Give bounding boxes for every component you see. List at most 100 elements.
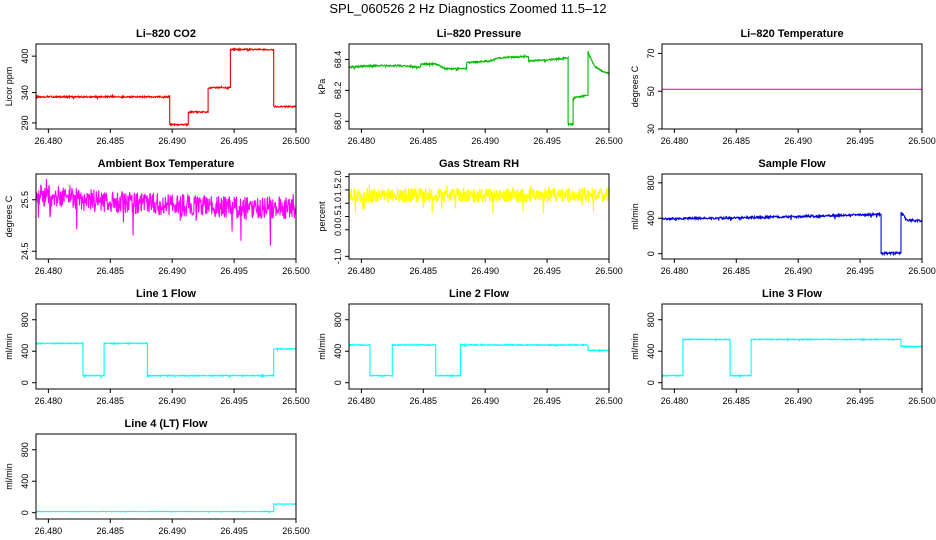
- chart-panel: Sample Flow ml/min 26.480 26.485 26.490 26.49…: [630, 158, 936, 276]
- y-tick-label: 400: [20, 344, 30, 359]
- chart-panel: Ambient Box Temperature degrees C 26.480 26…: [4, 158, 310, 276]
- x-tick-label: 26.485: [723, 136, 751, 146]
- y-axis-label: kPa: [317, 79, 327, 95]
- x-tick-label: 26.485: [723, 266, 751, 276]
- chart-title: Sample Flow: [758, 158, 826, 170]
- y-tick-label: 0: [20, 380, 30, 385]
- x-tick-label: 26.485: [410, 396, 438, 406]
- x-tick-label: 26.480: [661, 396, 689, 406]
- plot-frame: [35, 433, 297, 520]
- x-tick-label: 26.495: [220, 526, 248, 536]
- y-tick-label: 24.5: [20, 243, 30, 261]
- x-tick-label: 26.495: [846, 266, 874, 276]
- y-tick-label: 400: [333, 344, 343, 359]
- y-tick-label: 400: [646, 211, 656, 226]
- x-tick-label: 26.480: [35, 266, 63, 276]
- series-line: [348, 184, 610, 214]
- x-tick-label: 26.490: [158, 266, 186, 276]
- y-tick-label: 0.5: [333, 210, 343, 223]
- x-tick-label: 26.490: [471, 136, 499, 146]
- x-tick-label: 26.485: [410, 266, 438, 276]
- y-tick-label: 400: [646, 344, 656, 359]
- x-tick-label: 26.500: [282, 136, 310, 146]
- x-tick-label: 26.490: [471, 396, 499, 406]
- series-line: [348, 50, 610, 127]
- x-tick-label: 26.495: [220, 136, 248, 146]
- y-tick-label: 400: [20, 49, 30, 64]
- x-tick-label: 26.495: [220, 396, 248, 406]
- x-tick-label: 26.485: [410, 136, 438, 146]
- x-tick-label: 26.485: [97, 136, 125, 146]
- x-tick-label: 26.480: [348, 136, 376, 146]
- x-tick-label: 26.500: [282, 396, 310, 406]
- x-tick-label: 26.480: [35, 396, 63, 406]
- plot-frame: [348, 303, 610, 390]
- x-tick-label: 26.490: [471, 266, 499, 276]
- chart-title: Line 3 Flow: [762, 288, 822, 300]
- x-tick-label: 26.490: [784, 266, 812, 276]
- y-axis-label: ml/min: [4, 463, 14, 490]
- y-axis-label: degrees C: [4, 195, 14, 237]
- y-tick-label: 50: [646, 86, 656, 96]
- x-tick-label: 26.490: [784, 136, 812, 146]
- chart-title: Line 1 Flow: [136, 288, 196, 300]
- chart-panel: Li–820 Temperature degrees C 26.480 26.485 2…: [630, 28, 936, 146]
- plot-frame: [661, 173, 923, 260]
- chart-title: Line 4 (LT) Flow: [125, 418, 208, 430]
- plot-frame: [348, 43, 610, 130]
- chart-title: Gas Stream RH: [439, 158, 519, 170]
- y-tick-label: 0: [646, 251, 656, 256]
- series-line: [35, 46, 297, 127]
- x-tick-label: 26.490: [784, 396, 812, 406]
- y-axis-label: percent: [317, 201, 327, 232]
- plot-frame: [35, 43, 297, 130]
- y-tick-label: 0: [333, 380, 343, 385]
- x-tick-label: 26.495: [846, 136, 874, 146]
- y-tick-label: 800: [20, 312, 30, 327]
- y-tick-label: 0.0: [333, 224, 343, 237]
- x-tick-label: 26.480: [661, 266, 689, 276]
- x-tick-label: 26.500: [908, 396, 936, 406]
- x-tick-label: 26.500: [908, 136, 936, 146]
- y-tick-label: -1.0: [333, 249, 343, 265]
- chart-title: Line 2 Flow: [449, 288, 509, 300]
- x-tick-label: 26.485: [97, 526, 125, 536]
- x-tick-label: 26.480: [35, 136, 63, 146]
- y-tick-label: 70: [646, 48, 656, 58]
- figure-title: SPL_060526 2 Hz Diagnostics Zoomed 11.5–…: [329, 1, 606, 16]
- y-axis-label: ml/min: [630, 203, 640, 230]
- x-tick-label: 26.490: [158, 396, 186, 406]
- series-line: [661, 211, 923, 257]
- x-tick-label: 26.495: [533, 266, 561, 276]
- y-tick-label: 290: [20, 115, 30, 130]
- x-tick-label: 26.485: [97, 396, 125, 406]
- y-tick-label: 0: [20, 510, 30, 515]
- x-tick-label: 26.500: [595, 266, 623, 276]
- plot-frame: [348, 173, 610, 260]
- y-axis-label: Licor ppm: [4, 67, 14, 107]
- y-axis-label: ml/min: [4, 333, 14, 360]
- y-tick-label: 25.5: [20, 191, 30, 209]
- y-tick-label: 68.4: [333, 51, 343, 69]
- x-tick-label: 26.500: [282, 266, 310, 276]
- y-axis-label: ml/min: [630, 333, 640, 360]
- series-line: [35, 341, 297, 380]
- y-tick-label: 400: [20, 474, 30, 489]
- y-tick-label: 800: [646, 312, 656, 327]
- series-line: [661, 337, 923, 379]
- y-tick-label: 1.0: [333, 197, 343, 210]
- chart-panel: Line 3 Flow ml/min 26.480 26.485 26.490 26.49…: [630, 288, 936, 406]
- plot-frame: [661, 43, 923, 130]
- chart-panel: Line 1 Flow ml/min 26.480 26.485 26.490 26.49…: [4, 288, 310, 406]
- x-tick-label: 26.490: [158, 526, 186, 536]
- x-tick-label: 26.485: [97, 266, 125, 276]
- series-line: [35, 178, 297, 246]
- plot-frame: [661, 303, 923, 390]
- y-tick-label: 2.0: [333, 170, 343, 183]
- chart-panel: Gas Stream RH percent 26.480 26.485 26.490 26…: [317, 158, 623, 276]
- y-tick-label: 800: [333, 312, 343, 327]
- x-tick-label: 26.495: [533, 396, 561, 406]
- chart-title: Li–820 Temperature: [740, 28, 843, 40]
- x-tick-label: 26.500: [282, 526, 310, 536]
- x-tick-label: 26.480: [348, 396, 376, 406]
